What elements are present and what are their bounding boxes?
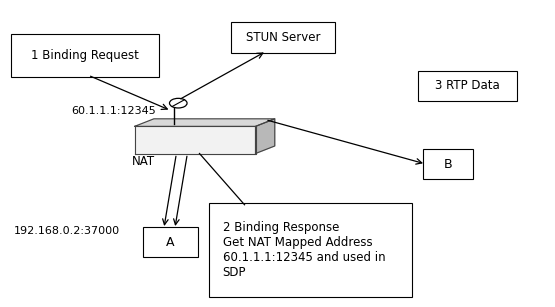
FancyBboxPatch shape xyxy=(423,149,472,179)
FancyBboxPatch shape xyxy=(231,22,335,52)
FancyBboxPatch shape xyxy=(11,34,159,77)
Polygon shape xyxy=(135,119,275,126)
FancyBboxPatch shape xyxy=(143,227,198,258)
Text: 60.1.1.1:12345: 60.1.1.1:12345 xyxy=(72,106,156,116)
Text: STUN Server: STUN Server xyxy=(246,31,320,44)
Polygon shape xyxy=(255,119,275,154)
Text: 1 Binding Request: 1 Binding Request xyxy=(31,49,139,62)
FancyBboxPatch shape xyxy=(209,203,412,297)
Text: 192.168.0.2:37000: 192.168.0.2:37000 xyxy=(14,226,120,236)
Text: B: B xyxy=(443,157,452,171)
Text: 3 RTP Data: 3 RTP Data xyxy=(435,79,500,92)
Circle shape xyxy=(169,98,187,108)
Text: NAT: NAT xyxy=(132,155,155,168)
Polygon shape xyxy=(135,126,255,154)
Text: A: A xyxy=(166,236,175,249)
FancyBboxPatch shape xyxy=(417,71,517,101)
Text: 2 Binding Response
Get NAT Mapped Address
60.1.1.1:12345 and used in
SDP: 2 Binding Response Get NAT Mapped Addres… xyxy=(223,221,385,279)
